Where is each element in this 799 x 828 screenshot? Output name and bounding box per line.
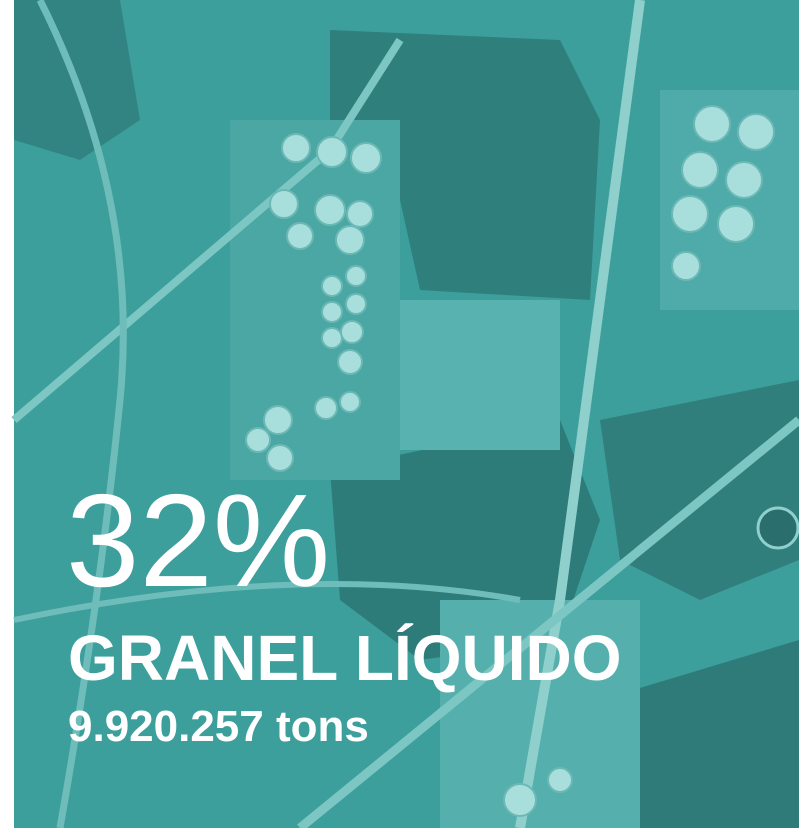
headline: 32%	[66, 467, 330, 614]
subtitle: 9.920.257 tons	[68, 702, 369, 751]
tile: 32% GRANEL LÍQUIDO 9.920.257 tons	[0, 0, 799, 828]
title: GRANEL LÍQUIDO	[68, 622, 622, 694]
page: {"headline": "32%", "title": "GRANEL LÍQ…	[0, 0, 799, 828]
